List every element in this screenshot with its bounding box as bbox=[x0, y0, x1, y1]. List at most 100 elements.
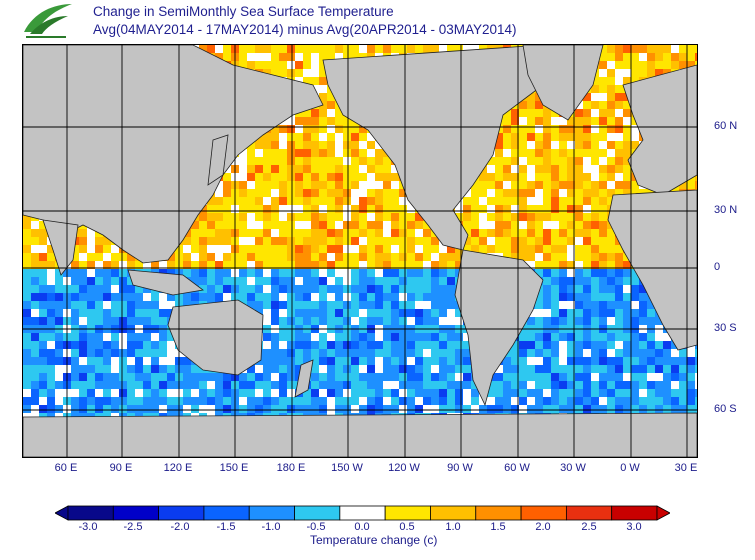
anomaly-cell bbox=[695, 365, 697, 373]
anomaly-cell bbox=[143, 301, 151, 309]
anomaly-cell bbox=[247, 157, 255, 165]
anomaly-cell bbox=[103, 349, 111, 357]
anomaly-cell bbox=[271, 69, 279, 77]
anomaly-cell bbox=[583, 181, 591, 189]
africa bbox=[607, 189, 697, 351]
japan bbox=[207, 134, 229, 186]
anomaly-cell bbox=[631, 405, 639, 413]
anomaly-cell bbox=[87, 301, 95, 309]
anomaly-cell bbox=[599, 253, 607, 261]
anomaly-cell bbox=[319, 109, 327, 117]
anomaly-cell bbox=[303, 45, 311, 53]
anomaly-cell bbox=[399, 237, 407, 245]
anomaly-cell bbox=[599, 101, 607, 109]
anomaly-cell bbox=[623, 165, 631, 173]
anomaly-cell bbox=[383, 333, 391, 341]
anomaly-cell bbox=[471, 397, 479, 405]
anomaly-cell bbox=[591, 381, 599, 389]
anomaly-cell bbox=[87, 357, 95, 365]
anomaly-cell bbox=[407, 229, 415, 237]
anomaly-cell bbox=[23, 373, 31, 381]
anomaly-cell bbox=[607, 261, 615, 269]
anomaly-cell bbox=[223, 229, 231, 237]
anomaly-cell bbox=[599, 221, 607, 229]
anomaly-cell bbox=[575, 133, 583, 141]
anomaly-cell bbox=[239, 269, 247, 277]
anomaly-cell bbox=[95, 253, 103, 261]
anomaly-cell bbox=[303, 357, 311, 365]
anomaly-cell bbox=[23, 269, 31, 277]
anomaly-cell bbox=[591, 149, 599, 157]
anomaly-cell bbox=[343, 405, 351, 413]
anomaly-cell bbox=[319, 181, 327, 189]
anomaly-cell bbox=[215, 213, 223, 221]
anomaly-cell bbox=[199, 269, 207, 277]
anomaly-cell bbox=[343, 261, 351, 269]
anomaly-cell bbox=[527, 101, 535, 109]
anomaly-cell bbox=[559, 405, 567, 413]
anomaly-cell bbox=[591, 309, 599, 317]
anomaly-cell bbox=[23, 309, 31, 317]
anomaly-cell bbox=[87, 317, 95, 325]
anomaly-cell bbox=[295, 149, 303, 157]
anomaly-cell bbox=[631, 365, 639, 373]
anomaly-cell bbox=[463, 341, 471, 349]
anomaly-cell bbox=[495, 373, 503, 381]
anomaly-cell bbox=[503, 389, 511, 397]
anomaly-cell bbox=[391, 309, 399, 317]
anomaly-cell bbox=[207, 397, 215, 405]
anomaly-cell bbox=[583, 125, 591, 133]
anomaly-cell bbox=[559, 125, 567, 133]
anomaly-cell bbox=[223, 373, 231, 381]
anomaly-cell bbox=[287, 317, 295, 325]
anomaly-cell bbox=[583, 389, 591, 397]
colorbar-title: Temperature change (c) bbox=[310, 533, 438, 547]
anomaly-cell bbox=[399, 213, 407, 221]
anomaly-cell bbox=[255, 245, 263, 253]
anomaly-cell bbox=[351, 389, 359, 397]
anomaly-cell bbox=[247, 365, 255, 373]
anomaly-cell bbox=[191, 277, 199, 285]
anomaly-cell bbox=[479, 189, 487, 197]
anomaly-cell bbox=[135, 301, 143, 309]
anomaly-cell bbox=[383, 373, 391, 381]
anomaly-cell bbox=[511, 373, 519, 381]
anomaly-cell bbox=[487, 157, 495, 165]
anomaly-cell bbox=[591, 389, 599, 397]
anomaly-cell bbox=[583, 293, 591, 301]
anomaly-cell bbox=[31, 341, 39, 349]
anomaly-cell bbox=[463, 245, 471, 253]
anomaly-cell bbox=[239, 285, 247, 293]
anomaly-cell bbox=[271, 253, 279, 261]
anomaly-cell bbox=[591, 117, 599, 125]
anomaly-cell bbox=[311, 365, 319, 373]
anomaly-cell bbox=[623, 189, 631, 197]
anomaly-cell bbox=[143, 397, 151, 405]
anomaly-cell bbox=[295, 157, 303, 165]
anomaly-cell bbox=[311, 269, 319, 277]
anomaly-cell bbox=[39, 341, 47, 349]
anomaly-cell bbox=[463, 213, 471, 221]
anomaly-cell bbox=[375, 397, 383, 405]
anomaly-cell bbox=[431, 397, 439, 405]
anomaly-cell bbox=[375, 389, 383, 397]
anomaly-cell bbox=[447, 45, 455, 53]
anomaly-cell bbox=[343, 189, 351, 197]
anomaly-cell bbox=[183, 301, 191, 309]
anomaly-cell bbox=[167, 333, 175, 341]
anomaly-cell bbox=[607, 389, 615, 397]
anomaly-cell bbox=[559, 317, 567, 325]
anomaly-cell bbox=[655, 405, 663, 413]
anomaly-cell bbox=[327, 229, 335, 237]
anomaly-cell bbox=[183, 365, 191, 373]
anomaly-cell bbox=[519, 357, 527, 365]
anomaly-cell bbox=[551, 405, 559, 413]
anomaly-cell bbox=[319, 309, 327, 317]
anomaly-cell bbox=[111, 301, 119, 309]
anomaly-cell bbox=[599, 365, 607, 373]
anomaly-cell bbox=[135, 381, 143, 389]
anomaly-cell bbox=[503, 173, 511, 181]
anomaly-cell bbox=[335, 205, 343, 213]
anomaly-cell bbox=[295, 69, 303, 77]
anomaly-cell bbox=[559, 245, 567, 253]
